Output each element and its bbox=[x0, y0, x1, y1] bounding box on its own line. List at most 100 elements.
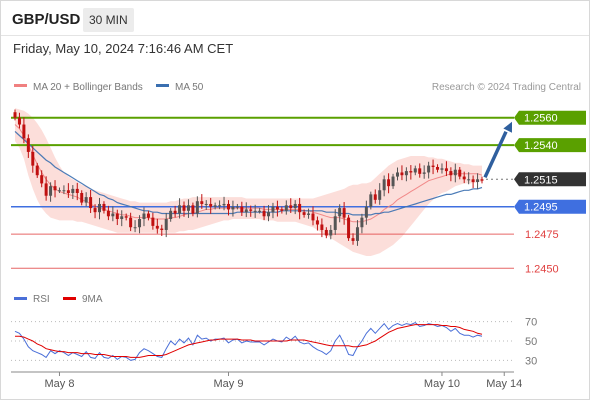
main-legend: MA 20 + Bollinger Bands MA 50 bbox=[14, 82, 204, 93]
candle-up bbox=[427, 165, 431, 173]
x-tick-label: May 8 bbox=[44, 378, 74, 390]
candle-up bbox=[169, 210, 173, 220]
candle-up bbox=[164, 219, 168, 230]
candle-up bbox=[222, 203, 226, 206]
resistance-level-label: 1.2560 bbox=[524, 113, 558, 125]
candle-up bbox=[120, 216, 124, 220]
candle-down bbox=[249, 209, 253, 211]
chart-header: GBP/USD 30 MIN bbox=[1, 1, 589, 36]
resistance-label-box bbox=[514, 138, 586, 153]
candle-up bbox=[204, 203, 208, 205]
rsi-ma-legend-label: 9MA bbox=[82, 294, 103, 305]
rsi-legend: RSI 9MA bbox=[14, 294, 103, 305]
candle-down bbox=[226, 203, 230, 210]
x-tick-label: May 10 bbox=[424, 378, 460, 390]
candle-up bbox=[267, 212, 271, 217]
candle-down bbox=[26, 138, 30, 152]
candle-up bbox=[395, 172, 399, 177]
current-label-box bbox=[514, 172, 586, 187]
candle-down bbox=[102, 203, 106, 211]
ma20-legend-swatch bbox=[14, 84, 27, 87]
candle-up bbox=[391, 176, 395, 187]
candle-up bbox=[440, 168, 444, 170]
candlesticks bbox=[13, 109, 484, 246]
rsi-tick-label: 30 bbox=[525, 355, 537, 367]
candle-down bbox=[35, 165, 39, 176]
rsi-line bbox=[14, 322, 483, 361]
candle-down bbox=[400, 172, 404, 176]
candle-down bbox=[75, 188, 79, 193]
candle-up bbox=[467, 179, 471, 181]
candle-down bbox=[240, 206, 244, 213]
rsi-tick-label: 70 bbox=[525, 317, 537, 329]
candle-down bbox=[351, 238, 355, 241]
candle-up bbox=[84, 197, 88, 203]
candle-up bbox=[360, 217, 364, 228]
candle-up bbox=[382, 179, 386, 191]
research-credit: Research © 2024 Trading Central bbox=[432, 82, 581, 93]
candle-down bbox=[418, 168, 422, 174]
candle-down bbox=[324, 229, 328, 236]
candle-up bbox=[62, 190, 66, 192]
candle-up bbox=[231, 206, 235, 210]
candle-down bbox=[155, 225, 159, 229]
candle-up bbox=[57, 190, 61, 192]
candle-down bbox=[311, 213, 315, 221]
candle-up bbox=[476, 179, 480, 183]
candle-down bbox=[22, 124, 26, 139]
candle-up bbox=[213, 205, 217, 207]
candle-up bbox=[253, 210, 257, 212]
candle-up bbox=[404, 171, 408, 176]
candle-down bbox=[262, 210, 266, 217]
candle-up bbox=[364, 206, 368, 218]
candle-up bbox=[378, 190, 382, 200]
moving-averages bbox=[14, 124, 483, 223]
candle-down bbox=[146, 213, 150, 218]
candle-down bbox=[151, 217, 155, 226]
ma20-legend-label: MA 20 + Bollinger Bands bbox=[33, 82, 143, 93]
candle-up bbox=[186, 205, 190, 211]
candle-down bbox=[436, 166, 440, 170]
candle-down bbox=[209, 203, 213, 207]
ma50-line bbox=[14, 130, 483, 216]
resistance-level-label: 1.2540 bbox=[524, 140, 558, 152]
candle-down bbox=[315, 220, 319, 225]
candle-down bbox=[89, 197, 93, 209]
projection-arrow-shaft bbox=[483, 130, 508, 179]
candle-up bbox=[111, 213, 115, 217]
candle-down bbox=[13, 112, 17, 118]
timeframe-badge[interactable]: 30 MIN bbox=[83, 8, 134, 32]
candle-up bbox=[355, 227, 359, 241]
x-axis: May 8 May 9 May 10 May 14 bbox=[11, 371, 522, 390]
candle-down bbox=[480, 179, 484, 181]
support-level-label: 1.2450 bbox=[525, 263, 559, 275]
candle-up bbox=[49, 186, 53, 196]
candle-down bbox=[173, 210, 177, 214]
rsi-legend-swatch bbox=[14, 297, 27, 300]
current-level-label: 1.2515 bbox=[524, 174, 558, 186]
candle-down bbox=[444, 168, 448, 172]
pivot-level-label: 1.2495 bbox=[524, 202, 558, 214]
candle-up bbox=[244, 209, 248, 213]
candle-up bbox=[293, 203, 297, 209]
projection-arrow-head bbox=[503, 121, 512, 133]
candle-down bbox=[431, 165, 435, 167]
projection-arrow bbox=[483, 121, 512, 179]
candle-down bbox=[53, 186, 57, 191]
rsi-tick-label: 50 bbox=[525, 336, 537, 348]
candle-down bbox=[449, 171, 453, 176]
candle-up bbox=[329, 229, 333, 236]
candle-up bbox=[195, 201, 199, 214]
candle-down bbox=[44, 183, 48, 196]
candle-up bbox=[338, 208, 342, 217]
pivot-label-box bbox=[514, 199, 586, 214]
candle-up bbox=[369, 194, 373, 207]
candle-down bbox=[80, 193, 84, 203]
candle-up bbox=[271, 206, 275, 213]
candle-up bbox=[333, 216, 337, 230]
candle-up bbox=[235, 206, 239, 208]
candle-up bbox=[258, 210, 262, 212]
candle-down bbox=[409, 171, 413, 173]
candle-up bbox=[98, 203, 102, 213]
